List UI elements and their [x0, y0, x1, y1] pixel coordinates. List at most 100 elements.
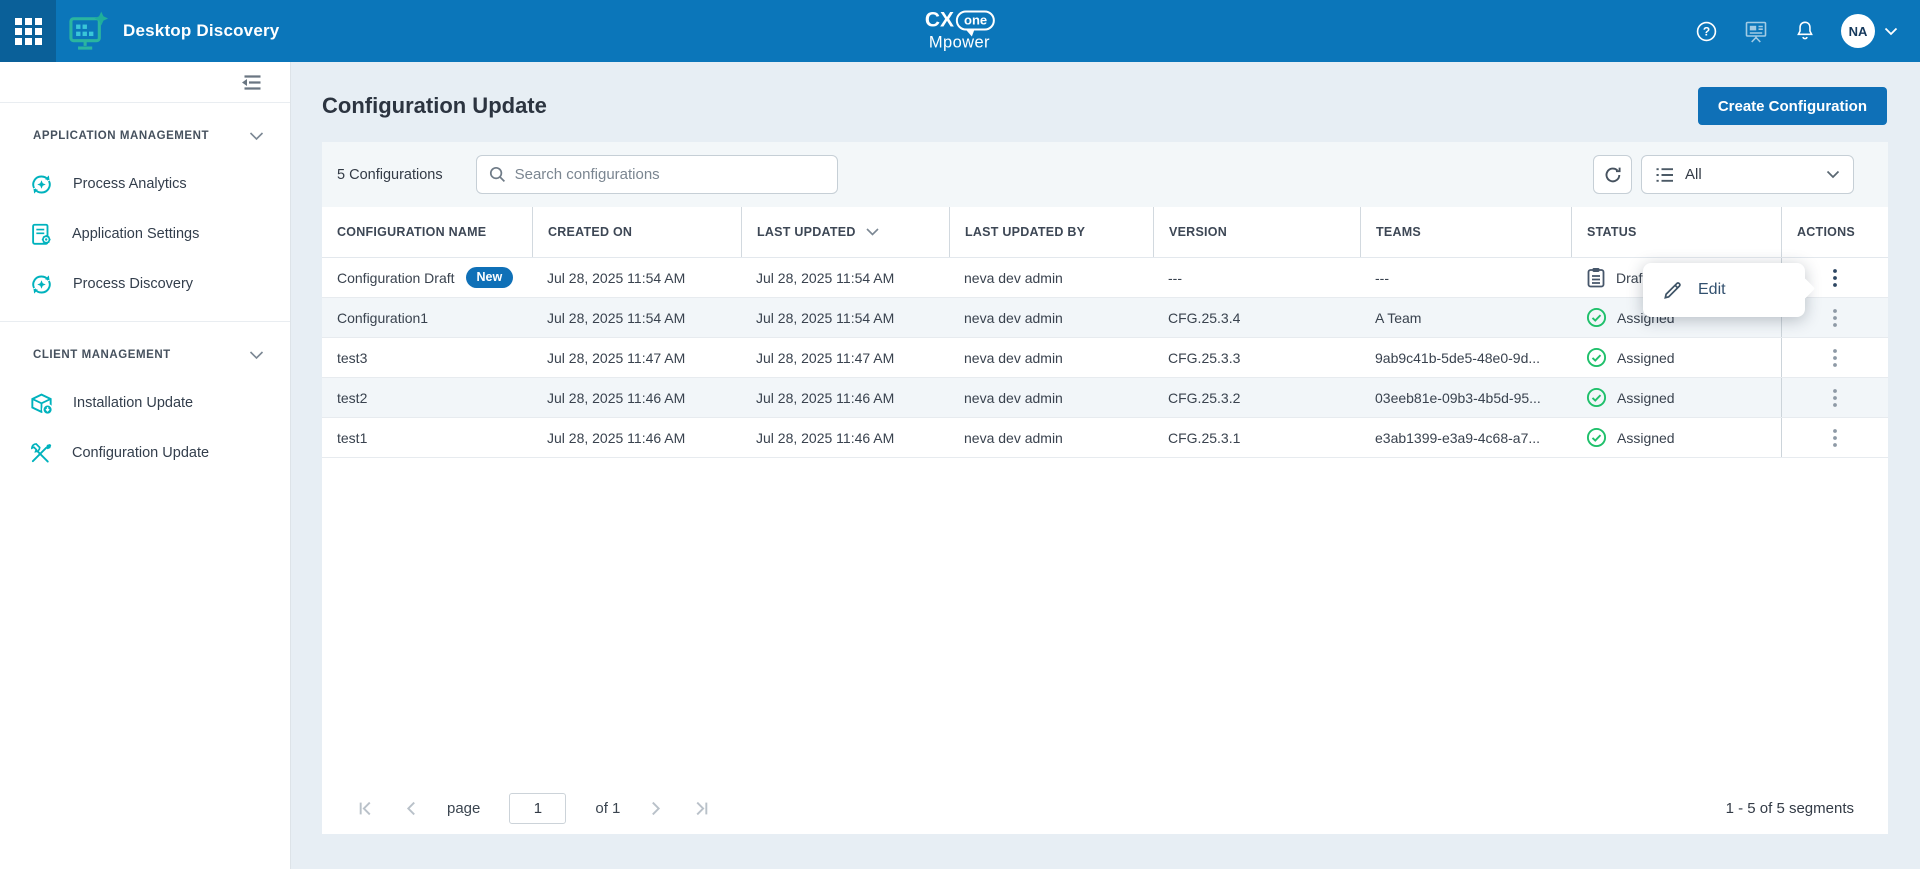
collapse-sidebar-icon[interactable]	[240, 74, 263, 91]
row-actions-kebab-button[interactable]	[1823, 263, 1847, 293]
svg-text:?: ?	[1703, 24, 1710, 38]
user-menu[interactable]: NA	[1841, 14, 1898, 48]
cell-actions	[1781, 338, 1888, 377]
presentation-board-icon[interactable]	[1743, 19, 1769, 44]
assigned-check-icon	[1586, 427, 1607, 448]
row-actions-kebab-button[interactable]	[1823, 383, 1847, 413]
cxone-mpower-logo: CX one Mpower	[925, 10, 995, 53]
cell-last-updated: Jul 28, 2025 11:46 AM	[741, 378, 949, 417]
sidebar-item-process-discovery[interactable]: Process Discovery	[0, 259, 290, 309]
row-actions-kebab-button[interactable]	[1823, 423, 1847, 453]
filter-chevron-down-icon	[1826, 170, 1840, 179]
row-actions-kebab-button[interactable]	[1823, 303, 1847, 333]
cell-version: ---	[1153, 258, 1360, 297]
application-settings-icon	[28, 221, 54, 248]
refresh-icon	[1603, 165, 1623, 185]
assigned-check-icon	[1586, 347, 1607, 368]
table-empty-area	[322, 458, 1888, 782]
draft-clipboard-icon	[1586, 267, 1606, 289]
results-summary: 1 - 5 of 5 segments	[1726, 800, 1854, 817]
column-header-last-updated[interactable]: LAST UPDATED	[741, 207, 949, 257]
sort-chevron-down-icon	[866, 228, 879, 236]
row-actions-kebab-button[interactable]	[1823, 343, 1847, 373]
search-input[interactable]	[515, 166, 825, 183]
cell-configuration-name: test2	[322, 378, 532, 417]
cell-last-updated: Jul 28, 2025 11:54 AM	[741, 258, 949, 297]
pencil-icon	[1662, 280, 1683, 301]
table-row: test1 Jul 28, 2025 11:46 AM Jul 28, 2025…	[322, 418, 1888, 458]
column-header-version[interactable]: VERSION	[1153, 207, 1360, 257]
status-label: Assigned	[1617, 350, 1675, 366]
section-header-client-management[interactable]: CLIENT MANAGEMENT	[0, 332, 290, 378]
section-chevron-down-icon	[249, 351, 264, 360]
sidebar-section-application-management: APPLICATION MANAGEMENT Process Analytics	[0, 103, 290, 322]
column-header-last-updated-by[interactable]: LAST UPDATED BY	[949, 207, 1153, 257]
table-row: test2 Jul 28, 2025 11:46 AM Jul 28, 2025…	[322, 378, 1888, 418]
cell-teams: A Team	[1360, 298, 1571, 337]
configurations-count: 5 Configurations	[337, 167, 443, 183]
cell-configuration-name: Configuration Draft New	[322, 258, 532, 297]
cell-teams: 9ab9c41b-5de5-48e0-9d...	[1360, 338, 1571, 377]
sidebar-item-installation-update[interactable]: Installation Update	[0, 378, 290, 428]
search-box	[476, 155, 838, 194]
column-header-status[interactable]: STATUS	[1571, 207, 1781, 257]
status-label: Draft	[1616, 270, 1646, 286]
process-discovery-icon	[28, 271, 55, 298]
configuration-name: Configuration Draft	[337, 270, 455, 286]
sidebar-item-label: Installation Update	[73, 395, 193, 411]
sidebar-item-process-analytics[interactable]: Process Analytics	[0, 159, 290, 209]
configuration-name: test3	[337, 350, 367, 366]
section-header-application-management[interactable]: APPLICATION MANAGEMENT	[0, 113, 290, 159]
next-page-button[interactable]	[649, 799, 663, 818]
status-filter-dropdown[interactable]: All	[1641, 155, 1854, 194]
avatar: NA	[1841, 14, 1875, 48]
page-header: Configuration Update Create Configuratio…	[322, 87, 1887, 125]
pagination-bar: page of 1 1 - 5 of 5 segments	[322, 782, 1888, 834]
cell-created-on: Jul 28, 2025 11:46 AM	[532, 418, 741, 457]
logo-mpower-text: Mpower	[929, 34, 995, 53]
status-label: Assigned	[1617, 390, 1675, 406]
table-row: test3 Jul 28, 2025 11:47 AM Jul 28, 2025…	[322, 338, 1888, 378]
section-label: APPLICATION MANAGEMENT	[33, 130, 209, 142]
column-header-created-on[interactable]: CREATED ON	[532, 207, 741, 257]
page-label: page	[447, 800, 480, 817]
configurations-card: 5 Configurations	[322, 142, 1888, 834]
page-number-input[interactable]	[509, 793, 566, 824]
status-label: Assigned	[1617, 430, 1675, 446]
cell-created-on: Jul 28, 2025 11:46 AM	[532, 378, 741, 417]
new-badge: New	[466, 267, 514, 288]
sidebar-item-configuration-update[interactable]: Configuration Update	[0, 428, 290, 478]
cell-version: CFG.25.3.4	[1153, 298, 1360, 337]
last-page-button[interactable]	[692, 799, 711, 818]
assigned-check-icon	[1586, 387, 1607, 408]
assigned-check-icon	[1586, 307, 1607, 328]
notifications-bell-icon[interactable]	[1794, 19, 1816, 43]
cell-status: Assigned	[1571, 378, 1781, 417]
column-header-configuration-name[interactable]: CONFIGURATION NAME	[322, 207, 532, 257]
cell-actions	[1781, 378, 1888, 417]
column-header-teams[interactable]: TEAMS	[1360, 207, 1571, 257]
cell-configuration-name: Configuration1	[322, 298, 532, 337]
filter-selected-value: All	[1685, 166, 1816, 183]
row-context-menu-edit[interactable]: Edit	[1643, 263, 1805, 317]
cell-last-updated-by: neva dev admin	[949, 378, 1153, 417]
cell-version: CFG.25.3.2	[1153, 378, 1360, 417]
create-configuration-button[interactable]: Create Configuration	[1698, 87, 1887, 125]
section-chevron-down-icon	[249, 132, 264, 141]
sidebar-item-application-settings[interactable]: Application Settings	[0, 209, 290, 259]
configuration-name: test1	[337, 430, 367, 446]
cell-version: CFG.25.3.1	[1153, 418, 1360, 457]
help-icon[interactable]: ?	[1695, 20, 1718, 43]
configuration-name: test2	[337, 390, 367, 406]
cell-teams: 03eeb81e-09b3-4b5d-95...	[1360, 378, 1571, 417]
cell-version: CFG.25.3.3	[1153, 338, 1360, 377]
sidebar-item-label: Process Discovery	[73, 276, 193, 292]
first-page-button[interactable]	[356, 799, 375, 818]
app-launcher-button[interactable]	[0, 0, 56, 62]
previous-page-button[interactable]	[404, 799, 418, 818]
user-menu-chevron-down-icon	[1884, 27, 1898, 36]
search-icon	[489, 166, 506, 183]
refresh-button[interactable]	[1593, 155, 1632, 194]
app-title: Desktop Discovery	[123, 21, 279, 41]
cell-actions	[1781, 418, 1888, 457]
